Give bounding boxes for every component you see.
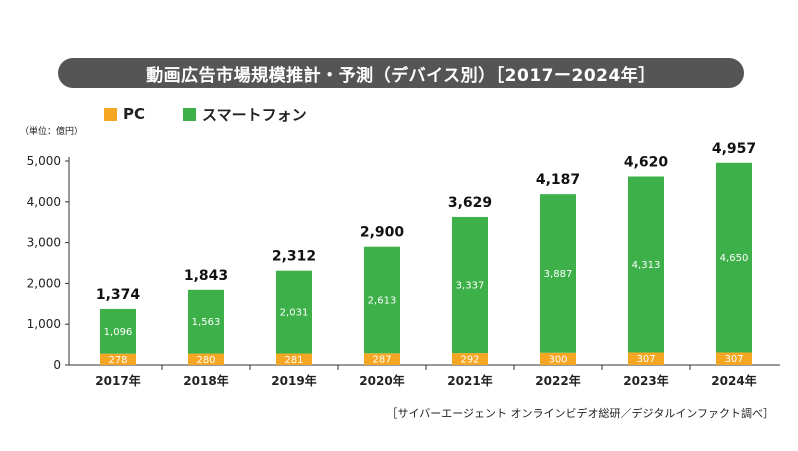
data-label-pc: 281 — [284, 355, 303, 366]
bar-smartphone — [628, 176, 664, 353]
data-label-pc: 307 — [724, 354, 743, 365]
x-tick-label: 2023年 — [623, 373, 668, 388]
y-tick-label: 0 — [53, 358, 61, 372]
bar-smartphone — [188, 289, 224, 354]
data-label-smartphone: 3,887 — [544, 269, 573, 280]
legend-swatch-smartphone — [183, 107, 197, 121]
bar-pc — [628, 352, 664, 365]
data-label-total: 4,187 — [536, 172, 580, 188]
y-tick-label: 5,000 — [27, 154, 61, 168]
legend: PC スマートフォン — [104, 103, 345, 125]
legend-label-pc: PC — [123, 105, 146, 123]
data-label-pc: 307 — [636, 354, 655, 365]
y-tick-label: 4,000 — [27, 195, 61, 209]
legend-swatch-pc — [104, 107, 117, 121]
data-label-smartphone: 4,313 — [632, 260, 661, 271]
y-tick-label: 2,000 — [27, 276, 61, 290]
title-banner: 動画広告市場規模推計・予測（デバイス別）［2017ー2024年］ — [58, 58, 744, 88]
data-label-smartphone: 3,337 — [456, 281, 485, 292]
bar-smartphone — [540, 194, 576, 353]
x-tick-label: 2020年 — [359, 373, 404, 388]
source-note: ［サイバーエージェント オンラインビデオ総研／デジタルインファクト調べ］ — [386, 407, 774, 420]
data-label-smartphone: 2,613 — [368, 295, 397, 306]
data-label-smartphone: 1,563 — [192, 317, 221, 328]
y-tick-label: 3,000 — [27, 236, 61, 250]
x-tick-label: 2017年 — [95, 373, 140, 388]
data-label-pc: 287 — [372, 355, 391, 366]
x-tick-label: 2022年 — [535, 373, 580, 388]
unit-label: （単位：億円） — [20, 127, 84, 137]
data-label-pc: 280 — [196, 355, 215, 366]
x-tick-label: 2024年 — [711, 373, 756, 388]
bar-smartphone — [364, 246, 400, 354]
y-tick-label: 1,000 — [27, 317, 61, 331]
data-label-pc: 292 — [460, 355, 479, 366]
legend-item-pc: PC — [104, 105, 145, 123]
data-label-smartphone: 1,096 — [104, 327, 133, 338]
x-tick-label: 2018年 — [183, 373, 228, 388]
x-tick-label: 2019年 — [271, 373, 316, 388]
bar-smartphone — [276, 270, 312, 354]
bar-pc — [452, 353, 488, 365]
data-label-pc: 278 — [108, 355, 127, 366]
bar-smartphone — [452, 216, 488, 354]
bar-pc — [100, 353, 136, 365]
bar-pc — [276, 353, 312, 365]
data-label-total: 2,900 — [360, 225, 405, 241]
bar-pc — [540, 352, 576, 365]
data-label-smartphone: 2,031 — [280, 308, 309, 319]
data-label-smartphone: 4,650 — [720, 253, 749, 264]
bar-pc — [364, 353, 400, 365]
chart-title: 動画広告市場規模推計・予測（デバイス別）［2017ー2024年］ — [146, 65, 656, 86]
legend-label-smartphone: スマートフォン — [202, 105, 307, 124]
data-label-total: 1,843 — [184, 268, 228, 284]
bar-pc — [716, 352, 752, 365]
data-label-total: 1,374 — [96, 287, 141, 303]
data-label-total: 3,629 — [448, 195, 492, 211]
bar-smartphone — [100, 308, 136, 354]
legend-item-smartphone: スマートフォン — [183, 104, 307, 125]
bar-smartphone — [716, 162, 752, 353]
x-tick-label: 2021年 — [447, 373, 492, 388]
bar-pc — [188, 353, 224, 365]
data-label-total: 4,957 — [712, 141, 756, 157]
data-label-total: 2,312 — [272, 249, 316, 265]
data-label-pc: 300 — [548, 354, 567, 365]
data-label-total: 4,620 — [624, 155, 669, 171]
